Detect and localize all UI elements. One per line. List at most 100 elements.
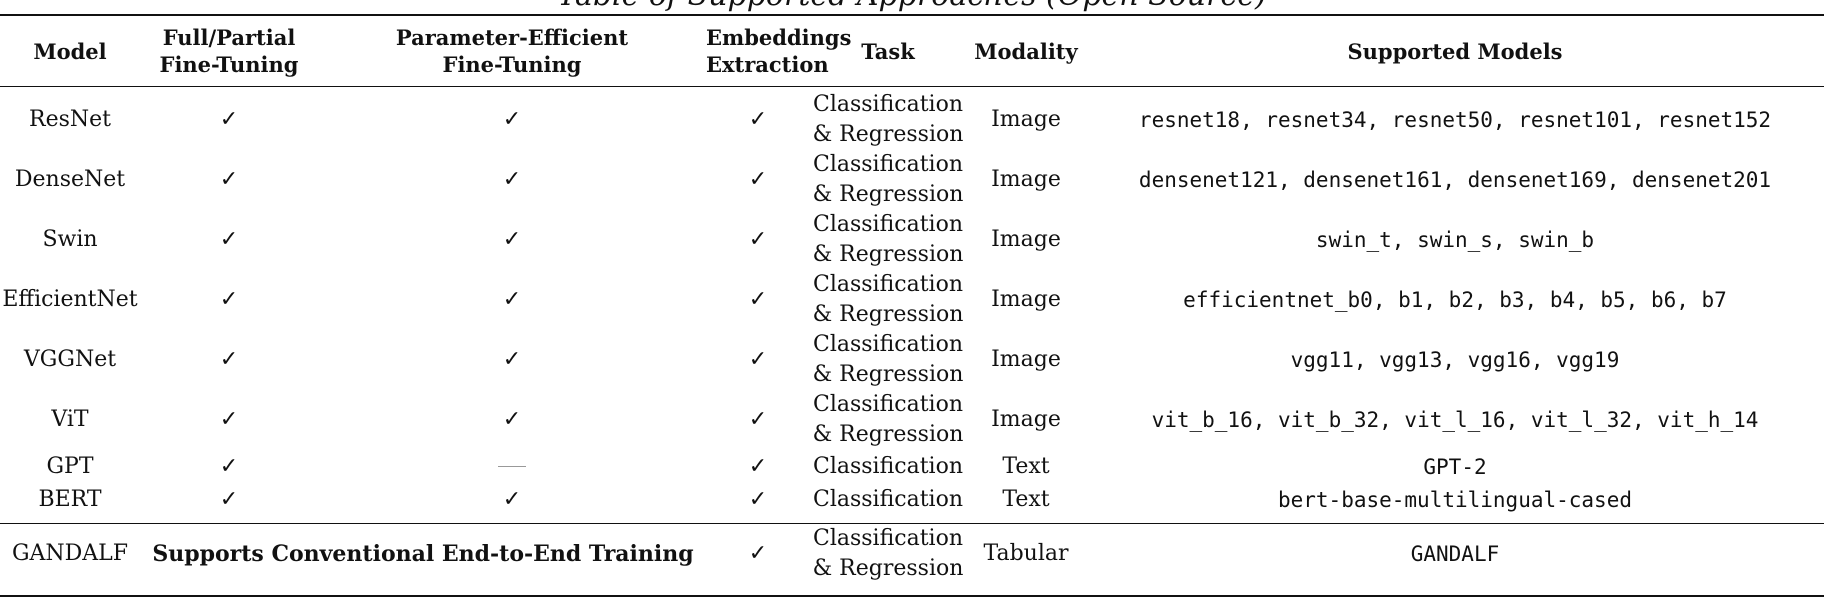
model-name-cell: VGGNet (23, 347, 117, 372)
table-row: VGGNet ✓ ✓ ✓ Classification & Regression Image… (0, 330, 1824, 390)
check-mark-icon: ✓ (502, 227, 522, 252)
parameter-efficient-fine-tuning-cell: ✓ (318, 210, 706, 270)
task-cell: Classification & Regression (810, 516, 966, 592)
table-bottom-rule (0, 595, 1824, 597)
header-line: Fine-Tuning (159, 52, 299, 77)
full-partial-fine-tuning-cell: ✓ (140, 150, 318, 210)
header-supported-models: Supported Models (1347, 38, 1563, 64)
check-mark-icon: ✓ (219, 486, 239, 512)
model-name-cell: ViT (51, 407, 89, 432)
embeddings-extraction-cell: ✓ (706, 516, 810, 592)
full-partial-fine-tuning-cell: ✓ (140, 270, 318, 330)
check-mark-icon: ✓ (219, 107, 239, 132)
check-mark-icon: ✓ (219, 407, 239, 432)
header-full-partial-fine-tuning: Full/Partial Fine-Tuning (140, 16, 318, 86)
supported-models-cell: swin_t, swin_s, swin_b (1315, 228, 1595, 252)
full-partial-fine-tuning-cell: ✓ (140, 86, 318, 150)
table-row: Swin ✓ ✓ ✓ Classification & Regression Image sw… (0, 210, 1824, 270)
header-line: Embeddings (706, 25, 852, 50)
modality-cell: Image (991, 107, 1061, 132)
header-task: Task (861, 38, 915, 64)
model-name-cell: ResNet (29, 107, 111, 132)
check-mark-icon: ✓ (748, 453, 768, 479)
task-cell: Classification (810, 483, 966, 516)
header-line: Fine-Tuning (442, 52, 582, 77)
header-model: Model (33, 38, 107, 64)
task-line: Classification (812, 152, 963, 177)
modality-cell: Image (991, 407, 1061, 432)
parameter-efficient-fine-tuning-cell: ✓ (318, 483, 706, 516)
task-line: & Regression (812, 302, 964, 327)
table-header-rule (0, 86, 1824, 87)
table-row: ViT ✓ ✓ ✓ Classification & Regression Image vit… (0, 390, 1824, 450)
task-cell: Classification & Regression (810, 330, 966, 390)
table-row: GPT ✓ ✓ Classification Text GPT-2 (0, 450, 1824, 483)
check-mark-icon: ✓ (502, 347, 522, 372)
modality-cell: Image (991, 167, 1061, 192)
modality-cell: Image (991, 287, 1061, 312)
embeddings-extraction-cell: ✓ (706, 450, 810, 483)
modality-cell: Image (991, 227, 1061, 252)
header-modality: Modality (974, 38, 1078, 64)
full-partial-fine-tuning-cell: ✓ (140, 390, 318, 450)
table-row-gandalf: GANDALF Supports Conventional End-to-End … (0, 516, 1824, 592)
task-line: & Regression (812, 362, 964, 387)
task-line: & Regression (812, 182, 964, 207)
task-line: Classification (812, 486, 963, 512)
table-section-rule (0, 523, 1824, 524)
task-line: & Regression (812, 556, 964, 581)
check-mark-icon: ✓ (219, 167, 239, 192)
check-mark-icon: ✓ (219, 347, 239, 372)
task-line: & Regression (812, 242, 964, 267)
supported-models-cell: resnet18, resnet34, resnet50, resnet101,… (1138, 108, 1772, 132)
task-cell: Classification & Regression (810, 150, 966, 210)
check-mark-icon: ✓ (748, 486, 768, 512)
check-mark-icon: ✓ (502, 407, 522, 432)
task-line: Classification (812, 212, 963, 237)
task-line: Classification (812, 272, 963, 297)
task-cell: Classification & Regression (810, 390, 966, 450)
table-top-rule (0, 14, 1824, 16)
task-cell: Classification & Regression (810, 210, 966, 270)
supported-models-cell: bert-base-multilingual-cased (1277, 487, 1632, 512)
header-embeddings-extraction: Embeddings Extraction (706, 16, 852, 86)
check-mark-icon: ✓ (748, 287, 768, 312)
embeddings-extraction-cell: ✓ (706, 390, 810, 450)
check-mark-icon: ✓ (748, 347, 768, 372)
task-line: Classification (812, 332, 963, 357)
check-mark-icon: ✓ (219, 287, 239, 312)
task-cell: Classification & Regression (810, 270, 966, 330)
task-line: & Regression (812, 122, 964, 147)
supported-approaches-table: Model Full/Partial Fine-Tuning Parameter… (0, 16, 1824, 592)
embeddings-extraction-cell: ✓ (706, 270, 810, 330)
check-mark-icon: ✓ (748, 407, 768, 432)
modality-cell: Image (991, 347, 1061, 372)
header-line: Extraction (706, 52, 829, 77)
task-line: Classification (812, 526, 963, 551)
supported-models-cell: efficientnet_b0, b1, b2, b3, b4, b5, b6,… (1183, 288, 1727, 312)
full-partial-fine-tuning-cell: ✓ (140, 210, 318, 270)
model-name-cell: Swin (42, 227, 98, 252)
modality-cell: Tabular (983, 541, 1069, 566)
parameter-efficient-fine-tuning-cell: ✓ (318, 86, 706, 150)
task-line: Classification (812, 92, 963, 117)
header-row: Model Full/Partial Fine-Tuning Parameter… (0, 16, 1824, 86)
check-mark-icon: ✓ (748, 167, 768, 192)
check-mark-icon: ✓ (219, 453, 239, 479)
check-mark-icon: ✓ (502, 167, 522, 192)
parameter-efficient-fine-tuning-cell (318, 450, 706, 483)
parameter-efficient-fine-tuning-cell: ✓ (318, 390, 706, 450)
parameter-efficient-fine-tuning-cell: ✓ (318, 270, 706, 330)
task-line: & Regression (812, 422, 964, 447)
task-cell: Classification & Regression (810, 86, 966, 150)
supported-models-cell: vgg11, vgg13, vgg16, vgg19 (1290, 348, 1620, 372)
full-partial-fine-tuning-cell: ✓ (140, 330, 318, 390)
model-name-cell: GANDALF (11, 541, 129, 566)
supported-models-cell: vit_b_16, vit_b_32, vit_l_16, vit_l_32, … (1151, 408, 1759, 432)
parameter-efficient-fine-tuning-cell: ✓ (318, 150, 706, 210)
supported-models-cell: densenet121, densenet161, densenet169, d… (1138, 168, 1772, 192)
header-line: Parameter-Efficient (395, 25, 629, 50)
model-name-cell: EfficientNet (2, 287, 138, 312)
modality-cell: Text (1002, 453, 1050, 479)
model-name-cell: GPT (46, 453, 94, 479)
